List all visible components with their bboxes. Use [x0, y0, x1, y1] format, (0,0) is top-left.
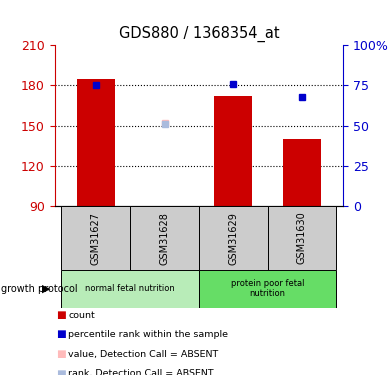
Text: growth protocol: growth protocol — [1, 284, 77, 294]
Text: ■: ■ — [56, 349, 66, 359]
Bar — [77, 79, 115, 206]
Text: count: count — [68, 310, 95, 320]
Text: normal fetal nutrition: normal fetal nutrition — [85, 284, 175, 293]
Bar — [268, 206, 336, 270]
Bar — [62, 270, 199, 308]
Bar — [62, 206, 130, 270]
Text: ■: ■ — [56, 330, 66, 339]
Text: ■: ■ — [56, 310, 66, 320]
Text: GSM31628: GSM31628 — [160, 211, 170, 265]
Text: percentile rank within the sample: percentile rank within the sample — [68, 330, 228, 339]
Text: GSM31629: GSM31629 — [228, 211, 238, 265]
Bar — [199, 270, 336, 308]
Bar — [215, 96, 252, 206]
Text: rank, Detection Call = ABSENT: rank, Detection Call = ABSENT — [68, 369, 214, 375]
Bar — [283, 139, 321, 206]
Bar — [130, 206, 199, 270]
Text: protein poor fetal
nutrition: protein poor fetal nutrition — [231, 279, 304, 298]
Text: value, Detection Call = ABSENT: value, Detection Call = ABSENT — [68, 350, 218, 358]
Text: GSM31627: GSM31627 — [91, 211, 101, 265]
Bar — [199, 206, 268, 270]
Text: ■: ■ — [56, 369, 66, 375]
Text: ▶: ▶ — [42, 284, 51, 294]
Title: GDS880 / 1368354_at: GDS880 / 1368354_at — [119, 26, 279, 42]
Text: GSM31630: GSM31630 — [297, 212, 307, 264]
